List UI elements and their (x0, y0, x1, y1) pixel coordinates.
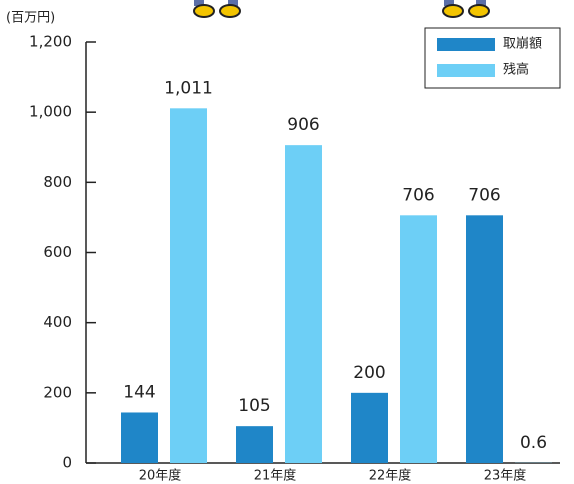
bar (285, 145, 322, 463)
x-tick-label: 23年度 (484, 468, 527, 484)
data-label: 706 (402, 185, 434, 205)
bar (170, 108, 207, 464)
legend-label: 取崩額 (503, 37, 542, 52)
data-label: 200 (353, 363, 385, 383)
legend-label: 残高 (503, 62, 529, 78)
data-label: 1,011 (164, 78, 213, 98)
data-label: 0.6 (520, 433, 547, 453)
y-tick-label: 600 (43, 243, 72, 261)
bar (351, 392, 388, 463)
bar (121, 412, 158, 463)
y-tick-label: 0 (62, 454, 72, 472)
data-label: 105 (238, 396, 270, 416)
y-tick-label: 1,000 (29, 103, 72, 121)
y-axis-label: (百万円) (6, 11, 55, 26)
legend-swatch (437, 38, 495, 51)
y-tick-label: 200 (43, 383, 72, 401)
data-label: 906 (287, 115, 319, 135)
bar (400, 215, 437, 463)
legend-swatch (437, 64, 495, 77)
x-tick-label: 20年度 (139, 468, 182, 484)
data-label: 144 (123, 382, 155, 402)
bar (236, 426, 273, 463)
decoration (193, 0, 490, 18)
y-tick-label: 400 (43, 313, 72, 331)
data-label: 706 (468, 185, 500, 205)
y-tick-label: 800 (43, 173, 72, 191)
y-tick-label: 1,200 (29, 33, 72, 51)
bar (466, 215, 503, 463)
x-tick-label: 21年度 (254, 468, 297, 484)
x-tick-label: 22年度 (369, 468, 412, 484)
